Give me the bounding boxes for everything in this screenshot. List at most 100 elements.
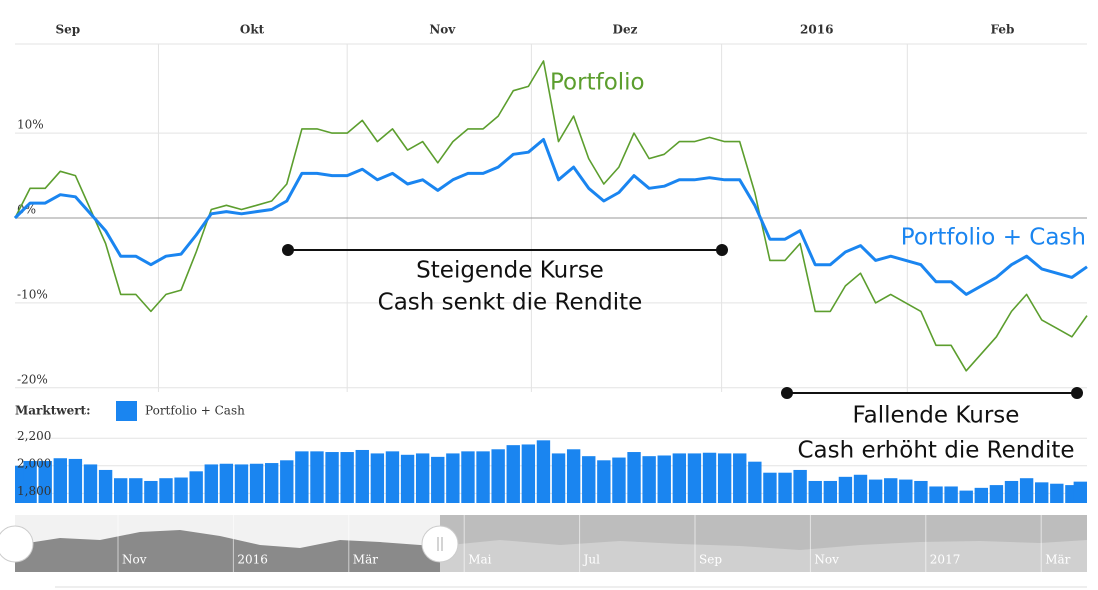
bar: [642, 456, 656, 503]
navigator-area: [15, 530, 440, 572]
bar: [204, 464, 218, 503]
bar: [98, 469, 113, 503]
navigator-label: Jul: [582, 553, 601, 567]
annotation: Fallende Kurse: [853, 403, 1020, 429]
bar: [491, 449, 505, 503]
navigator-handle[interactable]: [0, 525, 34, 563]
bar: [748, 461, 762, 503]
legend-label: Portfolio + Cash: [145, 404, 245, 418]
bar: [310, 451, 324, 503]
bar: [914, 480, 928, 503]
navigator-label: 2017: [930, 553, 961, 567]
market-value-chart: 2,200 2,000 1,800: [15, 429, 1087, 503]
bar: [612, 457, 626, 503]
annotation-dot: [282, 244, 294, 256]
bar: [249, 463, 264, 503]
bar: [582, 456, 596, 503]
bar: [868, 479, 883, 503]
x-tick-label: Sep: [55, 23, 80, 37]
y-tick-label: 10%: [17, 118, 44, 132]
series-label: Portfolio: [550, 70, 645, 96]
legend-swatch: [116, 401, 137, 421]
bar: [974, 487, 989, 503]
bar: [370, 453, 385, 503]
navigator-handle[interactable]: [421, 525, 459, 563]
bar: [325, 452, 339, 503]
bar: [1004, 480, 1019, 503]
navigator-label: 2016: [237, 553, 268, 567]
bar: [884, 478, 898, 503]
bar: [68, 458, 83, 503]
bar: [1050, 483, 1064, 503]
navigator-label: Sep: [699, 553, 722, 567]
bar: [174, 477, 188, 503]
navigator-label: Mai: [468, 553, 491, 567]
annotation-dot: [781, 387, 793, 399]
bar: [415, 453, 430, 503]
bar: [23, 460, 37, 503]
bar: [446, 453, 460, 503]
bar: [355, 449, 369, 503]
bar: [733, 453, 747, 503]
bar: [763, 472, 777, 503]
bar: [264, 463, 279, 503]
annotation-dot: [1071, 387, 1083, 399]
bar: [778, 472, 792, 503]
annotation-dot: [716, 244, 728, 256]
bar: [808, 480, 822, 503]
bar: [944, 486, 958, 503]
bar: [1019, 478, 1034, 503]
bar: [461, 451, 475, 503]
bar: [53, 458, 67, 503]
bar: [234, 464, 249, 503]
navigator-label: Mär: [353, 553, 378, 567]
bar: [189, 471, 203, 503]
bar: [400, 454, 415, 503]
bar: [431, 456, 445, 503]
bar: [280, 460, 294, 503]
bar: [793, 469, 807, 503]
bar: [83, 464, 98, 503]
bar: [144, 480, 158, 503]
bar: [129, 478, 143, 503]
y-tick-label: 2,200: [17, 429, 51, 443]
bar: [551, 453, 566, 503]
bar: [989, 485, 1004, 503]
bar: [536, 440, 551, 503]
bar: [627, 452, 641, 503]
navigator: Nov 2016 Mär Mai Jul Sep Nov 2017 Mär: [0, 515, 1087, 572]
bar: [687, 453, 702, 503]
navigator-area: [440, 540, 1087, 572]
series-line: [13, 138, 1088, 296]
bar: [672, 453, 687, 503]
annotation: Cash senkt die Rendite: [378, 290, 643, 316]
annotation: Steigende Kurse: [416, 258, 604, 284]
y-tick-label: 2,000: [17, 456, 51, 470]
bar: [295, 451, 309, 503]
x-tick-label: Feb: [991, 23, 1015, 37]
bar: [566, 449, 581, 503]
bar: [476, 451, 490, 503]
series-label: Portfolio + Cash: [901, 225, 1086, 251]
bar: [959, 490, 973, 503]
bar: [899, 479, 913, 503]
navigator-labels: Nov 2016 Mär Mai Jul Sep Nov 2017 Mär: [117, 515, 1071, 572]
performance-chart: Sep Okt Nov Dez 2016 Feb10%0%-10%-20%Portfoli…: [13, 23, 1088, 392]
navigator-label: Nov: [814, 553, 839, 567]
series-line: [14, 60, 1088, 372]
y-tick-label: 1,800: [17, 484, 51, 498]
bar: [113, 478, 128, 503]
x-tick-label: 2016: [800, 23, 833, 37]
navigator-label: Nov: [122, 553, 147, 567]
navigator-label: Mär: [1045, 553, 1070, 567]
bar: [340, 452, 354, 503]
bar: [38, 460, 52, 503]
bar: [717, 453, 732, 503]
bar: [929, 486, 943, 503]
bar: [1035, 482, 1049, 503]
bar: [385, 451, 400, 503]
bar: [823, 480, 838, 503]
bar: [838, 476, 853, 503]
bar: [521, 444, 536, 503]
